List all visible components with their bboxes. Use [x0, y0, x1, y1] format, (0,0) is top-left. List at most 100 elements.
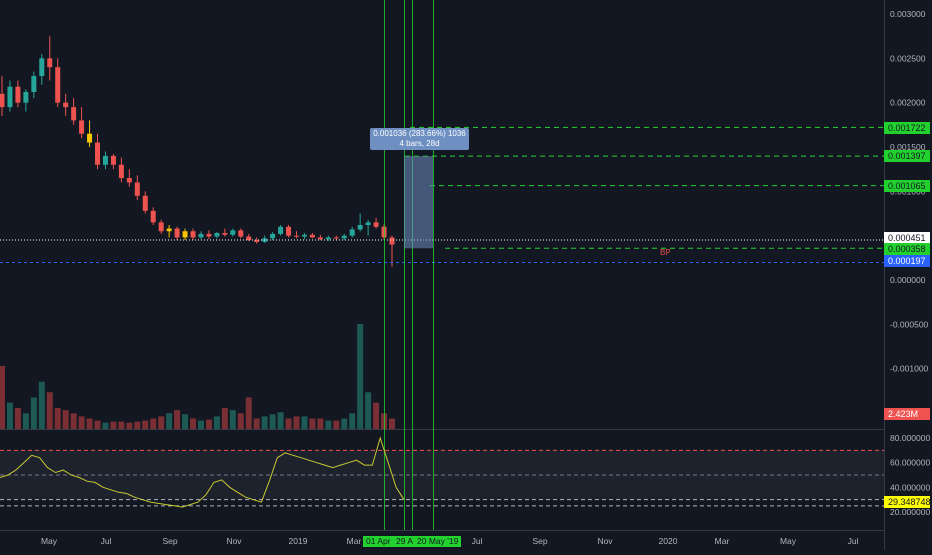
- volume-bar: [22, 413, 29, 429]
- price-axis-tick-label: -0.000500: [890, 319, 929, 329]
- price-axis-tick-label: 0.000000: [890, 275, 926, 285]
- annotation-bp: BP: [660, 248, 671, 257]
- measure-box[interactable]: [404, 156, 433, 249]
- price-tag-level-2: 0.001397: [884, 150, 930, 162]
- candle-body: [254, 240, 260, 242]
- volume-bar: [205, 419, 212, 429]
- volume-bar: [213, 416, 220, 429]
- price-tag-current: 0.000451: [884, 232, 930, 244]
- volume-bar: [301, 416, 308, 429]
- candle-body: [118, 164, 124, 179]
- volume-bar: [389, 418, 395, 429]
- volume-bar: [197, 420, 204, 429]
- candle-body: [246, 236, 252, 241]
- price-axis-tick-label: 0.002500: [890, 53, 926, 63]
- volume-tag: 2.423M: [884, 408, 930, 420]
- candle-body: [23, 92, 29, 103]
- time-axis-label: Jul: [848, 536, 859, 546]
- candle-body: [166, 228, 172, 232]
- volume-bar: [261, 416, 268, 429]
- candle-body: [134, 182, 140, 196]
- volume-bar: [102, 422, 109, 429]
- volume-bar: [0, 366, 5, 429]
- candle-body: [15, 86, 21, 103]
- volume-bar: [118, 421, 125, 429]
- volume-bar: [94, 420, 101, 429]
- volume-bar: [142, 420, 149, 429]
- volume-bar: [190, 418, 197, 429]
- candle-body: [158, 222, 164, 232]
- price-tag-blue: 0.000197: [884, 255, 930, 267]
- candle-body: [230, 230, 236, 235]
- measure-tooltip-line2: 4 bars, 28d: [399, 139, 440, 148]
- rsi-axis-tick-label: 40.000000: [890, 482, 930, 492]
- candle-body: [357, 225, 363, 230]
- time-axis-label: Nov: [597, 536, 613, 546]
- time-axis-label: Mar: [715, 536, 730, 546]
- candle-body: [214, 233, 220, 237]
- candle-body: [286, 226, 292, 236]
- volume-bar: [38, 381, 45, 429]
- volume-bar: [62, 410, 69, 429]
- candle-body: [39, 58, 45, 77]
- volume-bar: [293, 416, 300, 429]
- time-axis-label: May: [41, 536, 58, 546]
- price-axis-tick-label: 0.001500: [890, 142, 926, 152]
- time-axis-label: 2019: [289, 536, 308, 546]
- candle-body: [0, 93, 5, 108]
- volume-bar: [349, 413, 356, 429]
- volume-bar: [285, 418, 292, 429]
- volume-bar: [134, 421, 141, 429]
- rsi-axis-tick-label: 80.000000: [890, 433, 930, 443]
- candle-body: [110, 155, 116, 165]
- volume-bar: [158, 416, 165, 429]
- candle-body: [270, 233, 276, 239]
- time-axis-label: Nov: [226, 536, 242, 546]
- candle-body: [102, 155, 108, 165]
- candle-body: [87, 133, 93, 143]
- volume-bar: [110, 421, 117, 429]
- candle-body: [71, 107, 77, 121]
- volume-bar: [174, 410, 181, 429]
- measure-tooltip: 0.001036 (283.66%) 1036 4 bars, 28d: [370, 128, 469, 150]
- rsi-line: [0, 436, 405, 508]
- candle-body: [206, 233, 212, 237]
- volume-bar: [357, 324, 364, 429]
- time-axis-label: 2020: [659, 536, 678, 546]
- candle-body: [238, 230, 244, 237]
- candle-body: [333, 237, 339, 239]
- candle-body: [142, 195, 148, 211]
- rsi-value-tag: 29.348748: [884, 496, 931, 508]
- candle-body: [325, 237, 331, 240]
- volume-bar: [237, 413, 244, 429]
- volume-bar: [14, 408, 21, 429]
- candle-body: [389, 237, 395, 245]
- volume-bar: [70, 413, 77, 429]
- volume-bar: [373, 402, 380, 429]
- time-axis-label: May: [780, 536, 797, 546]
- time-axis-label: Mar: [347, 536, 362, 546]
- volume-bar: [150, 418, 157, 429]
- volume-bar: [54, 408, 61, 429]
- volume-bar: [182, 414, 189, 429]
- volume-bar: [221, 408, 228, 429]
- candle-body: [222, 233, 228, 235]
- price-axis-tick-label: 0.003000: [890, 9, 926, 19]
- volume-bar: [46, 392, 53, 429]
- candle-body: [31, 76, 37, 93]
- candle-body: [95, 142, 101, 165]
- candle-body: [174, 228, 180, 238]
- volume-bar: [126, 422, 133, 429]
- volume-bar: [78, 416, 85, 429]
- price-axis-tick-label: 0.002000: [890, 98, 926, 108]
- date-tag-1: 01 Apr: [363, 536, 394, 547]
- volume-bar: [229, 410, 236, 429]
- candle-body: [341, 235, 347, 239]
- volume-bar: [341, 418, 348, 429]
- rsi-axis-tick-label: 20.000000: [890, 507, 930, 517]
- rsi-axis-tick-label: 60.000000: [890, 458, 930, 468]
- candle-body: [182, 231, 188, 238]
- candle-body: [150, 210, 156, 223]
